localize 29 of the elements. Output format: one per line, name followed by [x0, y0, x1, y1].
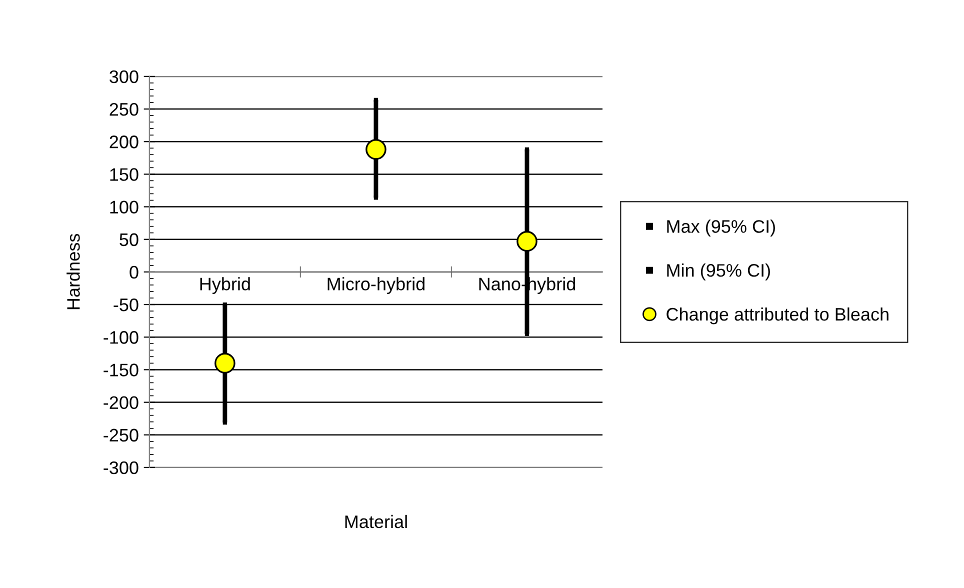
- x-tick-label: Micro-hybrid: [328, 277, 424, 294]
- legend-label: Min (95% CI): [667, 264, 770, 280]
- point: [214, 352, 236, 374]
- point: [524, 147, 530, 152]
- y-tick-label: -200: [104, 396, 138, 410]
- y-tick-label: 50: [120, 233, 138, 246]
- y-tick-label: 300: [110, 70, 138, 84]
- y-tick-label: 150: [110, 168, 138, 181]
- y-tick-label: 200: [110, 136, 138, 148]
- point: [366, 139, 386, 160]
- point: [374, 98, 378, 102]
- y-tick-label: -250: [104, 428, 138, 442]
- legend-label: Change attributed to Bleach: [666, 307, 888, 324]
- y-tick-label: 100: [110, 200, 138, 214]
- point: [516, 230, 538, 252]
- y-tick-label: -300: [104, 461, 138, 474]
- y-tick-label: 0: [130, 266, 138, 279]
- y-tick-label: -150: [104, 364, 138, 376]
- legend-label: Max (95% CI): [667, 220, 775, 236]
- point: [524, 332, 530, 336]
- y-axis-title: Hardness: [66, 234, 80, 310]
- x-tick-label: Hybrid: [200, 277, 250, 294]
- x-axis-title: Material: [345, 514, 407, 528]
- y-tick-label: -100: [104, 331, 138, 344]
- y-tick-label: 250: [110, 102, 138, 116]
- point: [374, 196, 378, 200]
- y-tick-label: -50: [114, 298, 138, 312]
- point: [222, 302, 228, 307]
- point: [222, 420, 228, 425]
